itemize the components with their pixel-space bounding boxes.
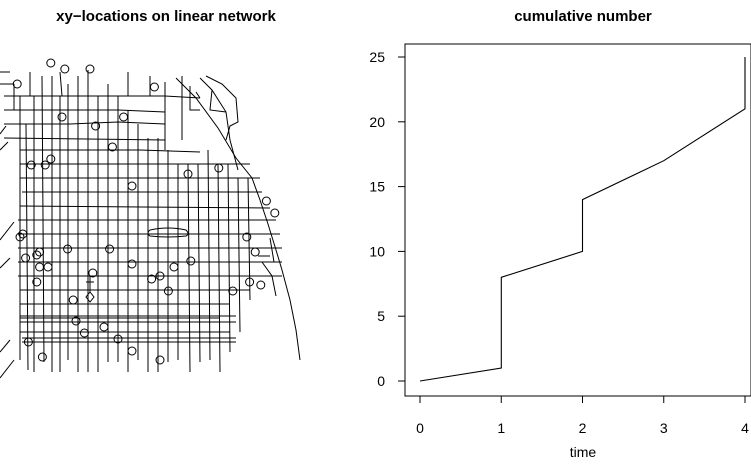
event-point (12, 79, 22, 89)
y-tick-label: 5 (377, 308, 385, 324)
event-point (71, 316, 81, 326)
road-network (0, 70, 301, 379)
y-tick-label: 0 (377, 373, 385, 389)
event-point (163, 286, 173, 296)
event-point (32, 277, 42, 287)
event-point (250, 247, 260, 257)
event-point (32, 250, 42, 260)
road (13, 75, 251, 373)
event-point (85, 64, 95, 74)
plot-frame (404, 43, 751, 397)
event-point (119, 112, 129, 122)
event-point (147, 274, 157, 284)
event-point (46, 154, 56, 164)
event-point (23, 337, 33, 347)
x-tick-label: 4 (741, 420, 749, 436)
road (0, 71, 15, 379)
event-point (261, 196, 271, 206)
event-point (43, 262, 53, 272)
event-point (183, 169, 193, 179)
event-point (149, 82, 159, 92)
road (258, 237, 277, 297)
x-tick-label: 1 (497, 420, 505, 436)
road (29, 70, 201, 150)
x-tick-label: 3 (660, 420, 668, 436)
road (147, 227, 189, 238)
road (199, 77, 239, 171)
event-point (21, 253, 31, 263)
event-point (26, 160, 36, 170)
road (175, 77, 301, 361)
event-point (155, 271, 165, 281)
event-point (214, 163, 224, 173)
event-point (186, 256, 196, 266)
event-point (88, 268, 98, 278)
event-point (245, 277, 255, 287)
event-point (127, 346, 137, 356)
event-point (107, 142, 117, 152)
y-tick-label: 25 (369, 49, 385, 65)
event-point (63, 244, 73, 254)
event-point (79, 328, 89, 338)
y-tick-label: 15 (369, 179, 385, 195)
event-point (242, 232, 252, 242)
event-point (270, 208, 280, 218)
event-point (113, 334, 123, 344)
event-point (46, 58, 56, 68)
x-tick-label: 2 (579, 420, 587, 436)
event-point (15, 232, 25, 242)
event-point (127, 181, 137, 191)
chart-title: cumulative number (514, 8, 652, 25)
event-point (228, 286, 238, 296)
road (85, 276, 95, 303)
event-point (35, 247, 45, 257)
event-point (35, 262, 45, 272)
event-point (155, 355, 165, 365)
event-point (40, 160, 50, 170)
x-axis: 0 1 2 3 4 (416, 396, 749, 436)
y-tick-label: 10 (369, 243, 385, 259)
network-panel: xy−locations on linear network (0, 8, 301, 379)
x-tick-label: 0 (416, 420, 424, 436)
y-axis: 0 5 10 15 20 25 (369, 49, 405, 389)
event-point (37, 352, 47, 362)
event-point (127, 259, 137, 269)
event-point (105, 244, 115, 254)
network-title: xy−locations on linear network (56, 8, 276, 25)
event-point (99, 322, 109, 332)
event-point (68, 295, 78, 305)
series-line (419, 57, 746, 382)
event-point (169, 262, 179, 272)
road (3, 95, 201, 153)
road (18, 163, 282, 333)
event-points (12, 58, 280, 365)
x-axis-label: time (570, 444, 597, 460)
event-point (57, 112, 67, 122)
event-point (60, 64, 70, 74)
road (205, 75, 239, 141)
event-point (91, 121, 101, 131)
y-tick-label: 20 (369, 114, 385, 130)
event-point (18, 229, 28, 239)
cumulative-panel: cumulative number 0 5 10 15 20 25 0 1 2 3 4 time (369, 8, 751, 460)
event-point (256, 280, 266, 290)
